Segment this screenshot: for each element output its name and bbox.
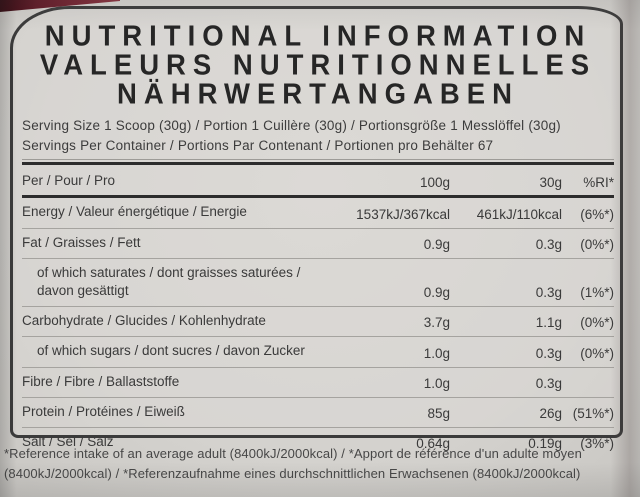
value-per-30g: 0.19g <box>528 436 562 452</box>
reference-intake-footnote: *Reference intake of an average adult (8… <box>4 446 582 481</box>
nutrient-label: of which saturates / dont graisses satur… <box>22 264 332 300</box>
value-per-100g: 1.0g <box>423 345 450 361</box>
nutrient-label: Fibre / Fibre / Ballaststoffe <box>22 373 180 389</box>
value-per-100g: 0.9g <box>423 285 450 301</box>
nutrient-row-protein: Protein / Protéines / Eiweiß 85g 26g (51… <box>22 398 614 429</box>
nutrient-row-fibre: Fibre / Fibre / Ballaststoffe 1.0g 0.3g <box>22 368 614 398</box>
servings-per-container-line: Servings Per Container / Portions Par Co… <box>22 137 494 153</box>
value-per-30g: 26g <box>539 406 562 422</box>
nutrient-label: Energy / Valeur énergétique / Energie <box>22 204 247 220</box>
nutrient-row-fat: Fat / Graisses / Fett 0.9g 0.3g (0%*) <box>22 229 614 259</box>
header-100g: 100g <box>419 175 450 191</box>
nutrient-row-salt: Salt / Sel / Salz 0.64g 0.19g (3%*) <box>22 428 614 457</box>
header-ri: %RI* <box>583 175 614 191</box>
nutrient-row-sugars: of which sugars / dont sucres / davon Zu… <box>22 337 614 368</box>
nutrition-panel: NUTRITIONAL INFORMATION VALEURS NUTRITIO… <box>10 6 623 451</box>
value-per-100g: 3.7g <box>423 315 450 331</box>
nutrient-row-energy: Energy / Valeur énergétique / Energie 15… <box>22 198 614 229</box>
value-ri: (0%*) <box>580 315 614 331</box>
value-per-30g: 0.3g <box>535 285 562 301</box>
per-column-label: Per / Pour / Pro <box>22 173 116 189</box>
value-per-100g: 1537kJ/367kcal <box>356 206 450 222</box>
value-per-100g: 0.9g <box>423 236 450 252</box>
serving-info: Serving Size 1 Scoop (30g) / Portion 1 C… <box>22 116 614 157</box>
title-line-en: NUTRITIONAL INFORMATION <box>44 19 592 52</box>
value-per-100g: 1.0g <box>423 375 450 391</box>
nutrient-row-carbohydrate: Carbohydrate / Glucides / Kohlenhydrate … <box>22 307 614 338</box>
nutrient-label-line1: of which saturates / dont graisses satur… <box>37 264 301 280</box>
value-ri: (6%*) <box>580 206 614 222</box>
nutrient-label: Protein / Protéines / Eiweiß <box>22 403 185 419</box>
nutrient-label: Salt / Sel / Salz <box>22 434 114 450</box>
value-ri: (1%*) <box>580 285 614 301</box>
value-per-30g: 1.1g <box>535 315 562 331</box>
title-line-de: NÄHRWERTANGABEN <box>117 77 519 110</box>
value-ri: (0%*) <box>580 236 614 252</box>
nutrient-label: of which sugars / dont sucres / davon Zu… <box>37 343 305 359</box>
nutrient-label-line2: davon gesättigt <box>37 283 129 298</box>
nutrition-title: NUTRITIONAL INFORMATION VALEURS NUTRITIO… <box>22 19 614 110</box>
header-30g: 30g <box>539 175 562 191</box>
divider-thin <box>22 159 614 161</box>
nutrient-label: Carbohydrate / Glucides / Kohlenhydrate <box>22 313 266 329</box>
value-per-100g: 0.64g <box>416 436 450 452</box>
divider-thick-top <box>22 162 614 166</box>
title-line-fr: VALEURS NUTRITIONNELLES <box>39 48 597 81</box>
value-ri: (3%*) <box>580 436 614 452</box>
value-ri: (51%*) <box>572 406 614 422</box>
table-header-row: Per / Pour / Pro 100g 30g %RI* <box>22 165 614 199</box>
value-ri: (0%*) <box>580 345 614 361</box>
nutrient-row-saturates: of which saturates / dont graisses satur… <box>22 259 614 308</box>
serving-size-line: Serving Size 1 Scoop (30g) / Portion 1 C… <box>22 117 561 133</box>
value-per-30g: 461kJ/110kcal <box>476 206 562 222</box>
nutrient-label: Fat / Graisses / Fett <box>22 234 141 250</box>
value-per-30g: 0.3g <box>535 375 562 391</box>
value-per-100g: 85g <box>427 406 450 422</box>
value-per-30g: 0.3g <box>535 345 562 361</box>
value-per-30g: 0.3g <box>535 236 562 252</box>
